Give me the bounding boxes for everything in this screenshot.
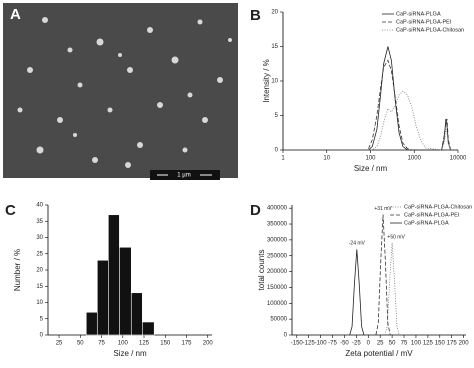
legend-label: CaP-siRNA-PLGA xyxy=(396,11,441,17)
legend-label: CaP-siRNA-PLGA-PEI xyxy=(396,19,452,25)
x-tick-label: -150 xyxy=(291,341,304,347)
x-axis-label: Zeta potential / mV xyxy=(345,349,413,358)
y-tick-label: 0 xyxy=(40,333,44,339)
annotation: +50 mV xyxy=(387,234,405,240)
series-line xyxy=(368,46,452,151)
x-tick-label: -100 xyxy=(315,341,328,347)
x-tick-label: 125 xyxy=(139,341,150,347)
series-line xyxy=(375,214,391,336)
series-line xyxy=(384,243,400,336)
y-tick-label: 35 xyxy=(36,219,43,225)
bar xyxy=(142,321,155,336)
x-tick-label: 50 xyxy=(389,341,396,347)
y-tick-label: 10 xyxy=(36,300,43,306)
x-axis-label: Size / nm xyxy=(354,164,388,173)
x-tick-label: 200 xyxy=(459,341,470,347)
y-tick-label: 40 xyxy=(36,203,43,209)
scale-bar-label: 1 µm xyxy=(177,173,190,179)
series-line xyxy=(349,249,365,336)
bar xyxy=(108,214,120,336)
bar xyxy=(119,246,132,336)
y-tick-label: 350000 xyxy=(267,222,288,228)
y-axis-label: Intensity / % xyxy=(262,59,271,103)
x-tick-label: 50 xyxy=(77,341,84,347)
y-tick-label: 50000 xyxy=(270,317,287,323)
panel-label: C xyxy=(5,202,16,219)
x-tick-label: 100 xyxy=(365,156,376,162)
y-tick-label: 25 xyxy=(36,251,43,257)
bar xyxy=(130,292,143,336)
y-tick-label: 15 xyxy=(36,284,43,290)
y-tick-label: 15 xyxy=(271,44,278,50)
annotation: +31 mV xyxy=(374,206,392,212)
y-tick-label: 200000 xyxy=(267,269,288,275)
x-tick-label: 10000 xyxy=(450,156,467,162)
x-axis-label: Size / nm xyxy=(113,349,147,358)
x-tick-label: 200 xyxy=(203,341,214,347)
bar xyxy=(96,259,109,336)
bar xyxy=(85,311,98,336)
sem-image xyxy=(3,3,238,180)
panel-label: A xyxy=(10,6,21,23)
series-line xyxy=(368,59,452,151)
legend-label: CaP-siRNA-PLGA xyxy=(404,220,449,226)
x-tick-label: 100 xyxy=(118,341,129,347)
legend-label: CaP-siRNA-PLGA-Chitosan xyxy=(404,204,472,210)
x-tick-label: 125 xyxy=(423,341,434,347)
y-tick-label: 20 xyxy=(36,268,43,274)
legend-label: CaP-siRNA-PLGA-Chitosan xyxy=(396,27,464,33)
x-tick-label: 25 xyxy=(56,341,63,347)
x-tick-label: -125 xyxy=(303,341,316,347)
y-tick-label: 300000 xyxy=(267,237,288,243)
y-tick-label: 5 xyxy=(275,113,279,119)
series-line xyxy=(368,90,452,151)
x-tick-label: 1000 xyxy=(408,156,422,162)
y-tick-label: 250000 xyxy=(267,253,288,259)
y-tick-label: 150000 xyxy=(267,285,288,291)
y-tick-label: 5 xyxy=(40,316,44,322)
x-tick-label: -50 xyxy=(340,341,349,347)
x-tick-label: 150 xyxy=(435,341,446,347)
y-axis-label: Number / % xyxy=(13,249,22,291)
y-tick-label: 20 xyxy=(271,10,278,16)
x-tick-label: 175 xyxy=(447,341,458,347)
annotation: -24 mV xyxy=(349,241,366,247)
panel-label: B xyxy=(250,7,261,24)
x-tick-label: 75 xyxy=(401,341,408,347)
y-tick-label: 0 xyxy=(275,148,279,154)
x-tick-label: 175 xyxy=(181,341,192,347)
x-tick-label: 10 xyxy=(323,156,330,162)
panel-label: D xyxy=(250,202,261,219)
y-axis-label: total counts xyxy=(257,250,266,291)
x-tick-label: 75 xyxy=(98,341,105,347)
x-tick-label: 100 xyxy=(411,341,422,347)
y-tick-label: 10 xyxy=(271,79,278,85)
y-tick-label: 100000 xyxy=(267,301,288,307)
x-tick-label: 0 xyxy=(367,341,371,347)
x-tick-label: 25 xyxy=(377,341,384,347)
y-tick-label: 30 xyxy=(36,235,43,241)
y-tick-label: 0 xyxy=(284,333,288,339)
x-tick-label: 150 xyxy=(160,341,171,347)
y-tick-label: 400000 xyxy=(267,206,288,212)
x-tick-label: -75 xyxy=(328,341,337,347)
legend-label: CaP-siRNA-PLGA-PEI xyxy=(404,212,460,218)
x-tick-label: 1 xyxy=(281,156,285,162)
x-tick-label: -25 xyxy=(352,341,361,347)
